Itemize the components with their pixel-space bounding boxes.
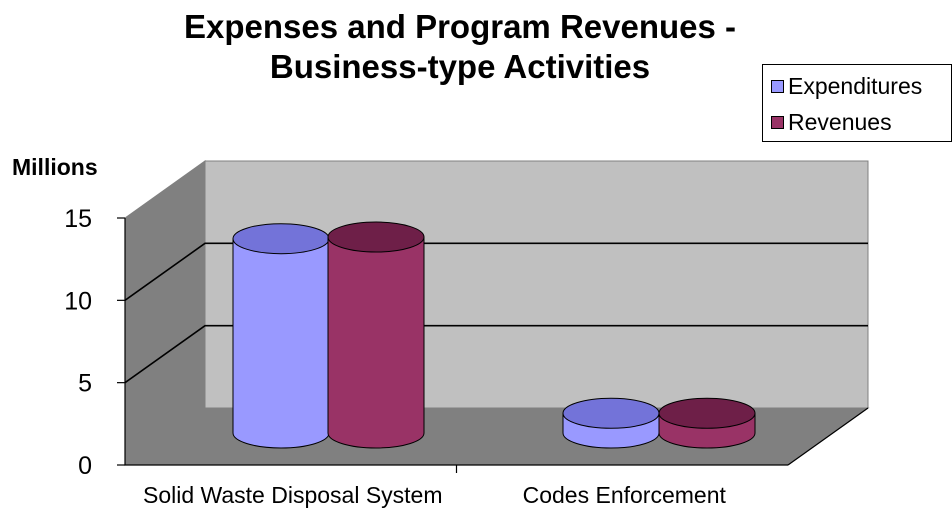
legend-swatch-revenues <box>771 116 784 129</box>
bar-revenues-top <box>327 221 425 253</box>
legend-item-expenditures: Expenditures <box>771 73 922 100</box>
legend-label-revenues: Revenues <box>788 109 892 135</box>
floor-edge-line <box>787 407 869 466</box>
y-axis-label: Millions <box>12 154 98 180</box>
legend-label-expenditures: Expenditures <box>788 73 923 99</box>
gridline <box>124 324 868 384</box>
gridline <box>124 242 868 301</box>
legend-item-revenues: Revenues <box>771 109 892 136</box>
x-tick-label: Solid Waste Disposal System <box>143 482 443 508</box>
bar-expenditures-top <box>232 223 330 255</box>
chart-legend: Expenditures Revenues <box>762 64 952 142</box>
y-tick-label: 10 <box>64 287 92 315</box>
bar-expenditures-body <box>232 238 330 449</box>
y-tick-label: 15 <box>64 205 92 233</box>
chart-title-line-1: Expenses and Program Revenues - <box>183 8 737 45</box>
legend-swatch-expenditures <box>771 80 784 93</box>
bar-expenditures-top <box>562 397 660 429</box>
chart-title-line-2: Business-type Activities <box>269 48 651 85</box>
bar-revenues-top <box>658 397 756 429</box>
y-tick-label: 0 <box>78 452 92 480</box>
bar-revenues-body <box>327 236 425 449</box>
y-tick-label: 5 <box>78 370 92 398</box>
x-tick-label: Codes Enforcement <box>523 482 727 508</box>
